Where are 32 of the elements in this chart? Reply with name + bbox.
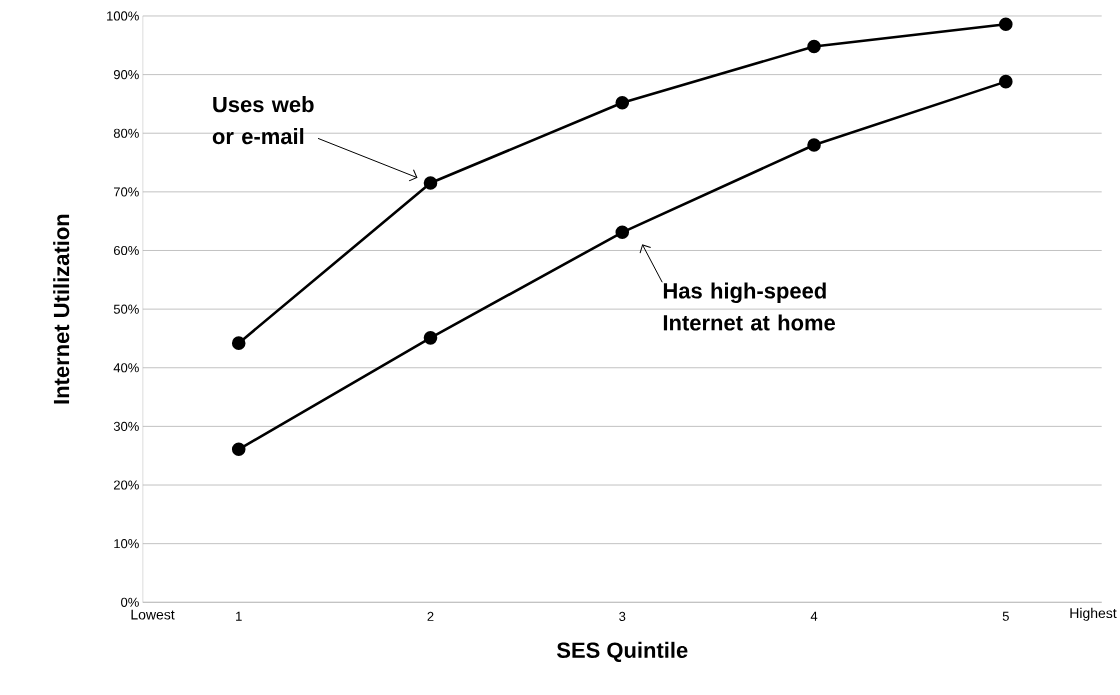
point (999, 74, 1013, 89)
text: Lowest (131, 609, 175, 620)
y-tick-label: 90% (113, 69, 139, 80)
text: Highest (1070, 607, 1117, 621)
point (999, 17, 1013, 31)
point (615, 95, 630, 110)
point (423, 176, 438, 190)
y-tick-label: 20% (113, 480, 139, 490)
y-tick-label: 70% (113, 187, 139, 197)
x-tick-label: 1 (236, 611, 242, 621)
y-tick-label: 30% (113, 421, 139, 431)
y-tick-label: 100% (107, 11, 139, 21)
x-tick-label: 3 (619, 611, 626, 621)
y-tick-label: 40% (113, 363, 139, 373)
point (231, 336, 246, 350)
y-axis-title: Internet Utilization (53, 214, 70, 404)
annotation: Has high-speed Internet at home (663, 282, 836, 331)
point (423, 330, 438, 345)
point (807, 39, 821, 54)
x-axis-title: SES Quintile (556, 641, 688, 663)
x-tick-label: 4 (810, 611, 818, 621)
y-tick-label: 80% (113, 128, 139, 138)
point (231, 442, 246, 456)
point (807, 138, 821, 152)
x-tick-label: 5 (1002, 611, 1009, 621)
annotation: Uses web or e-mail (212, 95, 314, 145)
y-tick-label: 50% (113, 304, 139, 314)
y-tick-label: 60% (113, 245, 139, 256)
x-tick-label: 2 (427, 611, 434, 621)
y-tick-label: 0% (121, 597, 139, 607)
point (615, 225, 630, 240)
y-tick-label: 10% (114, 538, 139, 549)
